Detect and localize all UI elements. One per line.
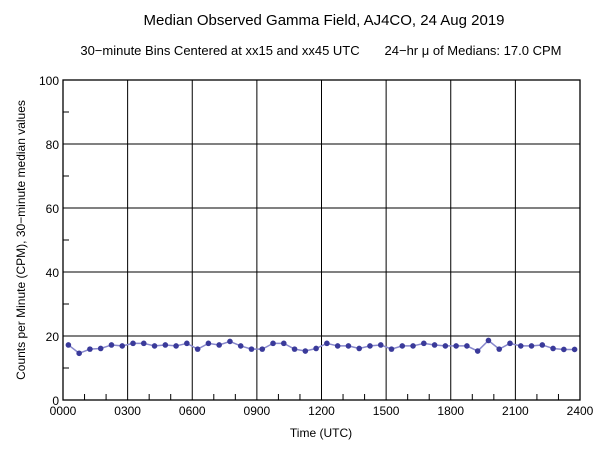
chart-subtitle-right: 24−hr μ of Medians: 17.0 CPM xyxy=(385,43,562,58)
data-point xyxy=(388,346,395,352)
data-point xyxy=(313,345,319,352)
x-tick-label: 1200 xyxy=(308,404,335,418)
y-tick-label: 20 xyxy=(46,330,60,344)
x-tick-label: 0300 xyxy=(114,404,141,418)
data-point xyxy=(184,340,190,347)
data-point xyxy=(334,343,341,349)
chart-subtitle-left: 30−minute Bins Centered at xx15 and xx45… xyxy=(80,43,359,58)
data-point xyxy=(507,340,513,347)
data-point xyxy=(216,342,222,348)
data-point xyxy=(324,340,330,347)
data-point xyxy=(237,343,244,349)
x-tick-label: 1800 xyxy=(437,404,464,418)
data-point xyxy=(151,343,158,349)
data-point xyxy=(474,348,481,354)
data-point xyxy=(97,345,104,352)
data-point xyxy=(162,342,169,348)
data-point xyxy=(140,340,147,347)
data-point xyxy=(399,343,406,349)
data-point xyxy=(367,343,373,349)
data-point xyxy=(194,346,201,352)
data-point xyxy=(65,342,72,348)
data-point xyxy=(550,345,556,352)
data-point xyxy=(517,343,524,349)
data-point xyxy=(108,342,115,348)
data-point xyxy=(205,340,212,347)
data-point xyxy=(571,346,578,353)
data-point xyxy=(227,338,233,345)
data-point xyxy=(345,343,352,349)
data-point xyxy=(377,342,384,348)
data-point xyxy=(302,348,309,354)
x-axis-label: Time (UTC) xyxy=(290,426,352,440)
data-point xyxy=(270,340,276,347)
series-median-cpm xyxy=(65,337,578,357)
x-tick-label: 2100 xyxy=(502,404,529,418)
data-point xyxy=(539,342,546,348)
data-point xyxy=(453,343,459,349)
data-point xyxy=(173,343,179,349)
chart-title: Median Observed Gamma Field, AJ4CO, 24 A… xyxy=(143,12,504,29)
x-tick-label: 0600 xyxy=(179,404,206,418)
x-tick-label: 1500 xyxy=(373,404,400,418)
plot-frame xyxy=(62,79,581,401)
data-point xyxy=(464,343,470,349)
y-tick-label: 40 xyxy=(46,266,60,280)
data-point xyxy=(442,343,449,349)
x-tick-label: 0000 xyxy=(50,404,77,418)
y-tick-label: 100 xyxy=(39,74,59,88)
data-point xyxy=(356,345,362,352)
data-point xyxy=(561,346,567,353)
data-point xyxy=(431,342,438,348)
data-point xyxy=(410,343,416,349)
y-tick-label: 0 xyxy=(52,394,59,408)
data-point xyxy=(291,346,298,352)
data-point xyxy=(496,346,503,352)
y-axis-label: Counts per Minute (CPM), 30−minute media… xyxy=(14,100,28,380)
x-tick-label: 2400 xyxy=(567,404,594,418)
data-point xyxy=(528,343,535,349)
data-point xyxy=(119,343,126,349)
data-point xyxy=(485,337,492,344)
data-point xyxy=(87,346,93,352)
data-point xyxy=(248,346,255,352)
data-point xyxy=(130,340,136,347)
axis-ticks: 0000 0300 0600 0900 1200 1500 1800 2100 2400 0 20 4… xyxy=(39,74,594,418)
data-point xyxy=(281,340,287,347)
data-point xyxy=(76,350,82,357)
data-point xyxy=(259,346,266,352)
data-point xyxy=(421,340,427,347)
x-tick-label: 0900 xyxy=(244,404,271,418)
y-tick-label: 60 xyxy=(46,202,60,216)
y-tick-label: 80 xyxy=(46,138,60,152)
grid xyxy=(62,79,581,401)
